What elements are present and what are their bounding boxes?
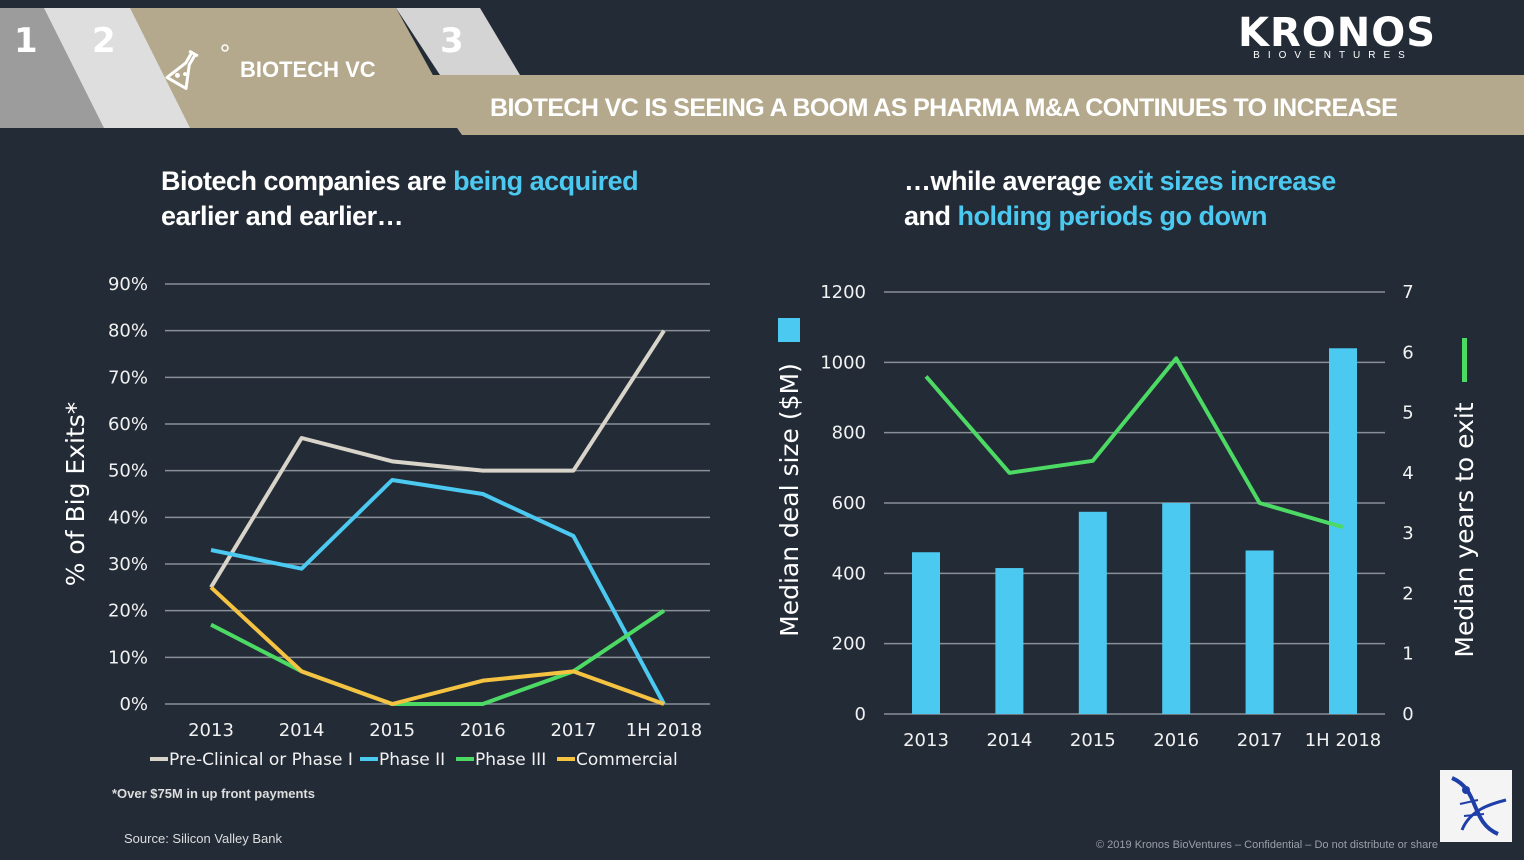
legend-item: Phase III bbox=[456, 750, 546, 770]
y-tick-label: 20% bbox=[108, 601, 148, 622]
y-axis-label: % of Big Exits* bbox=[61, 402, 90, 587]
tab-1[interactable] bbox=[0, 8, 112, 128]
source-note: Source: Silicon Valley Bank bbox=[124, 831, 283, 846]
years-to-exit-line bbox=[924, 356, 1344, 530]
y-tick-label: 1200 bbox=[820, 282, 866, 303]
bar bbox=[1078, 511, 1107, 714]
deal-size-legend-swatch bbox=[778, 318, 800, 342]
y2-tick-label: 7 bbox=[1402, 282, 1413, 303]
y-tick-label: 600 bbox=[832, 493, 866, 514]
legend-item: Commercial bbox=[557, 750, 678, 770]
y-axis-label: Median deal size ($M) bbox=[775, 363, 804, 637]
x-tick-label: 2017 bbox=[550, 720, 596, 741]
left-subtitle-line2: earlier and earlier… bbox=[161, 201, 404, 231]
tab-3[interactable] bbox=[396, 8, 520, 75]
y-tick-label: 0% bbox=[119, 694, 148, 715]
y2-tick-label: 3 bbox=[1402, 523, 1413, 544]
legend-label: Phase II bbox=[379, 750, 445, 770]
x-tick-label: 2017 bbox=[1237, 730, 1283, 751]
years-legend-swatch bbox=[1462, 338, 1467, 382]
left-subtitle-plain: Biotech companies are bbox=[161, 166, 454, 196]
right-subtitle-highlight2: holding periods go down bbox=[957, 201, 1268, 231]
bar bbox=[912, 552, 940, 714]
kronos-logo: KRONOS BIOVENTURES bbox=[1238, 10, 1437, 61]
header-banner: 1 2 3 BIOTECH VC BIOTECH VC IS SEEING A … bbox=[0, 0, 1524, 140]
y-tick-label: 70% bbox=[108, 367, 148, 388]
logo-sub-text: BIOVENTURES bbox=[1253, 50, 1413, 61]
x-tick-label: 2013 bbox=[188, 720, 234, 741]
left-subtitle: Biotech companies are being acquired ear… bbox=[161, 164, 639, 234]
y-tick-label: 10% bbox=[108, 647, 148, 668]
x-tick-label: 2015 bbox=[369, 720, 415, 741]
x-tick-label: 2013 bbox=[903, 730, 949, 751]
legend-label: Pre-Clinical or Phase I bbox=[169, 750, 353, 770]
bar bbox=[1329, 348, 1357, 714]
exit-stage-line-chart: 0% 10% 20% 30% 40% 50% 60% 70% 80% 90% 2013 2014 201… bbox=[61, 274, 710, 770]
series-line bbox=[209, 329, 666, 589]
legend-item: Pre-Clinical or Phase I bbox=[150, 750, 353, 770]
y-tick-label: 80% bbox=[108, 321, 148, 342]
right-subtitle-plain: …while average bbox=[904, 166, 1109, 196]
copyright-note: © 2019 Kronos BioVentures – Confidential… bbox=[1096, 839, 1438, 851]
y-tick-label: 0 bbox=[855, 704, 866, 725]
y-tick-label: 1000 bbox=[820, 352, 866, 373]
x-tick-label: 2016 bbox=[1153, 730, 1199, 751]
logo-main-text: KRONOS bbox=[1238, 10, 1437, 56]
deal-size-bar-chart: 0 200 400 600 800 1000 1200 0 1 2 3 4 5 6 7 2013 2014 201… bbox=[775, 282, 1479, 751]
legend-label: Commercial bbox=[576, 750, 678, 770]
y-tick-label: 800 bbox=[832, 423, 866, 444]
tab-current bbox=[130, 8, 462, 128]
y-tick-label: 400 bbox=[832, 563, 866, 584]
y2-tick-label: 1 bbox=[1402, 644, 1413, 665]
right-subtitle-highlight: exit sizes increase bbox=[1108, 166, 1336, 196]
legend-label: Phase III bbox=[475, 750, 546, 770]
x-tick-label: 2014 bbox=[279, 720, 325, 741]
left-subtitle-highlight: being acquired bbox=[453, 166, 639, 196]
y2-tick-label: 6 bbox=[1402, 342, 1413, 363]
y-tick-label: 90% bbox=[108, 274, 148, 295]
flask-icon bbox=[165, 49, 199, 90]
y-tick-label: 200 bbox=[832, 634, 866, 655]
legend-item: Phase II bbox=[360, 750, 445, 770]
x-tick-label: 1H 2018 bbox=[1305, 730, 1382, 751]
series-line bbox=[210, 609, 666, 706]
y-tick-label: 50% bbox=[108, 461, 148, 482]
y-tick-label: 30% bbox=[108, 554, 148, 575]
y2-tick-label: 0 bbox=[1402, 704, 1413, 725]
y2-tick-label: 5 bbox=[1402, 403, 1413, 424]
y-tick-label: 40% bbox=[108, 507, 148, 528]
tab-2[interactable] bbox=[44, 8, 198, 128]
series-line bbox=[209, 585, 665, 706]
dna-icon bbox=[1440, 770, 1512, 842]
bar bbox=[1162, 503, 1191, 714]
footnote: *Over $75M in up front payments bbox=[112, 786, 315, 801]
bar bbox=[1245, 550, 1274, 714]
series-line bbox=[210, 478, 666, 705]
section-label: BIOTECH VC bbox=[240, 57, 376, 82]
title-banner bbox=[420, 75, 1524, 135]
x-tick-label: 2014 bbox=[986, 730, 1032, 751]
y2-axis-label: Median years to exit bbox=[1450, 402, 1479, 657]
x-tick-label: 1H 2018 bbox=[626, 720, 703, 741]
tab-3-label: 3 bbox=[440, 21, 464, 61]
x-tick-label: 2015 bbox=[1070, 730, 1116, 751]
y-tick-label: 60% bbox=[108, 414, 148, 435]
bar bbox=[995, 568, 1024, 714]
x-tick-label: 2016 bbox=[460, 720, 506, 741]
tab-1-label: 1 bbox=[14, 21, 38, 61]
right-subtitle: …while average exit sizes increase and h… bbox=[904, 164, 1336, 234]
banner-title: BIOTECH VC IS SEEING A BOOM AS PHARMA M&… bbox=[490, 94, 1397, 122]
right-subtitle-plain2: and bbox=[904, 201, 958, 231]
y2-tick-label: 2 bbox=[1402, 583, 1413, 604]
tab-2-label: 2 bbox=[92, 21, 116, 61]
y2-tick-label: 4 bbox=[1402, 463, 1413, 484]
